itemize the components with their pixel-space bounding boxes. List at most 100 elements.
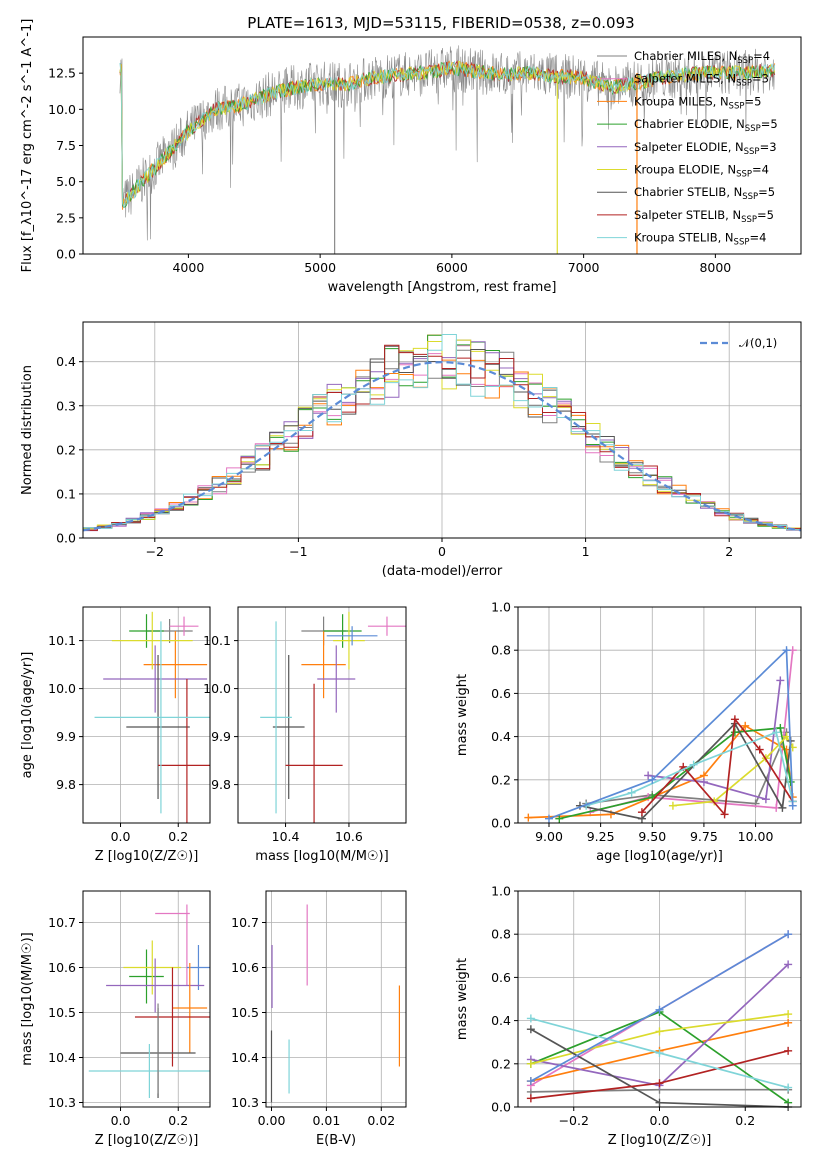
spectrum-lines xyxy=(119,45,776,254)
y-tick-label: 9.9 xyxy=(211,729,231,744)
x-tick-label: 5000 xyxy=(304,260,336,275)
panel-4: 10.4 10.6 9.8 9.9 10.0 10.1 mass [log10(M/M☉)] xyxy=(203,606,407,864)
errorbar-kroupa-stelib xyxy=(260,621,292,814)
x-tick-label: −1 xyxy=(289,544,307,559)
errorbars xyxy=(94,611,210,823)
panel-5: 9.00 9.25 9.50 9.75 10.00 0.0 0.2 0.4 0.6 0.8 1.0 a… xyxy=(455,600,802,864)
gridlines xyxy=(266,891,406,1107)
errorbar-salpeter-miles xyxy=(367,616,406,636)
x-tick-label: 0.2 xyxy=(168,1113,188,1128)
y-tick-label: 9.8 xyxy=(211,777,231,792)
y-tick-label: 0.1 xyxy=(56,486,76,501)
legend-subscript: SSP xyxy=(741,215,757,225)
y-tick-label: 10.3 xyxy=(231,1095,259,1110)
panel-8: −0.2 0.0 0.2 0.0 0.2 0.4 0.6 0.8 1.0 Z [log10(Z/Z… xyxy=(455,884,802,1148)
x-tick-label: 0.2 xyxy=(168,829,188,844)
y-axis-label: mass weight xyxy=(455,674,470,756)
y-tick-label: 0.3 xyxy=(56,398,76,413)
y-tick-label: 0.0 xyxy=(56,247,76,262)
y-tick-label: 10.7 xyxy=(231,915,259,930)
errorbar-salpeter-elodie xyxy=(106,958,205,1013)
legend-label: Chabrier MILES, NSSP=4 xyxy=(634,49,770,66)
legend-label: Kroupa ELODIE, NSSP=4 xyxy=(634,163,769,180)
y-tick-label: 0.2 xyxy=(56,442,76,457)
x-tick-label: 9.50 xyxy=(638,829,666,844)
weight-lines xyxy=(524,646,797,823)
plot-frame xyxy=(517,606,802,824)
x-tick-label: 1 xyxy=(582,544,590,559)
errorbar-normal xyxy=(326,626,378,646)
legend-subscript: SSP xyxy=(736,170,752,180)
errorbar-kroupa-stelib xyxy=(94,621,210,814)
legend-label: Salpeter ELODIE, NSSP=3 xyxy=(634,140,777,157)
errorbar-kroupa-elodie xyxy=(111,611,193,670)
plot-frame xyxy=(265,890,407,1108)
legend-value: =3 xyxy=(760,140,777,154)
errorbar-chabrier-elodie xyxy=(323,614,362,648)
x-tick-label: 0.2 xyxy=(735,1113,755,1128)
x-tick-label: −2 xyxy=(146,544,164,559)
panel-6: 0.0 0.2 10.3 10.4 10.5 10.6 10.7 Z [log10(Z/Z☉)… xyxy=(20,890,211,1148)
errorbar-salpeter-stelib xyxy=(285,683,343,823)
y-tick-label: 10.0 xyxy=(48,102,76,117)
gridlines xyxy=(238,607,406,823)
legend-label: 𝒩(0,1) xyxy=(739,336,777,350)
weight-lines xyxy=(526,930,793,1111)
y-tick-label: 10.4 xyxy=(48,1050,76,1065)
x-tick-label: 9.75 xyxy=(690,829,718,844)
x-tick-label: 0.01 xyxy=(312,1113,340,1128)
x-axis-label: age [log10(age/yr)] xyxy=(596,849,723,864)
y-tick-label: 10.3 xyxy=(48,1095,76,1110)
x-tick-label: 10.00 xyxy=(738,829,774,844)
legend: Chabrier MILES, NSSP=4 Salpeter MILES, NS… xyxy=(597,49,778,248)
x-tick-label: 4000 xyxy=(172,260,204,275)
plot-frame xyxy=(82,890,211,1108)
errorbar-salpeter-miles xyxy=(169,616,199,636)
gridlines xyxy=(518,606,801,824)
model-spectrum xyxy=(119,60,776,208)
y-tick-label: 0.4 xyxy=(491,729,511,744)
errorbar-kroupa-stelib xyxy=(88,1044,210,1098)
series-line xyxy=(548,648,794,820)
observed-spectrum xyxy=(119,45,775,241)
y-axis-label: Normed distribution xyxy=(20,365,35,495)
gridlines xyxy=(83,607,210,823)
y-axis-label: Flux [f_λ10^-17 erg cm^-2 s^-1 A^-1] xyxy=(20,19,35,273)
y-tick-label: 12.5 xyxy=(48,66,76,81)
y-tick-label: 2.5 xyxy=(56,210,76,225)
legend-value: =4 xyxy=(752,163,769,177)
y-tick-label: 10.1 xyxy=(48,633,76,648)
x-tick-label: 10.4 xyxy=(272,829,300,844)
y-tick-label: 0.0 xyxy=(56,531,76,546)
panel-7: 0.00 0.01 0.02 10.3 10.4 10.5 10.6 10.7 E(B-V) xyxy=(231,890,407,1148)
legend-subscript: SSP xyxy=(745,124,761,134)
legend-label: Salpeter STELIB, NSSP=5 xyxy=(634,208,774,225)
figure-title: PLATE=1613, MJD=53115, FIBERID=0538, z=0… xyxy=(247,14,634,32)
y-tick-label: 0.6 xyxy=(491,686,511,701)
plot-frame xyxy=(82,606,211,824)
legend-value: =4 xyxy=(753,49,770,63)
legend-label: Kroupa STELIB, NSSP=4 xyxy=(634,231,766,248)
legend: 𝒩(0,1) xyxy=(700,336,777,350)
legend-value: =3 xyxy=(752,72,769,86)
y-tick-label: 0.8 xyxy=(491,927,511,942)
errorbar-kroupa-miles xyxy=(172,963,208,1053)
series-line xyxy=(641,717,794,817)
series-salpeter-elodie xyxy=(644,676,785,804)
y-tick-label: 1.0 xyxy=(491,600,511,615)
x-tick-label: 0.02 xyxy=(367,1113,395,1128)
legend-subscript: SSP xyxy=(742,192,758,202)
panel-2: −2 −1 0 1 2 0.0 0.1 0.2 0.3 0.4 (data-model)/error… xyxy=(20,321,802,579)
y-tick-label: 9.8 xyxy=(56,777,76,792)
histograms xyxy=(83,334,801,532)
x-tick-label: 7000 xyxy=(568,260,600,275)
legend-value: =4 xyxy=(749,231,766,245)
x-tick-label: 6000 xyxy=(436,260,468,275)
y-tick-label: 0.0 xyxy=(491,1100,511,1115)
histogram-chabrier-stelib xyxy=(83,345,801,531)
x-axis-label: wavelength [Angstrom, rest frame] xyxy=(328,280,557,295)
x-tick-label: 0 xyxy=(438,544,446,559)
y-tick-label: 10.1 xyxy=(203,633,231,648)
legend-value: =5 xyxy=(758,185,775,199)
x-tick-label: 2 xyxy=(725,544,733,559)
